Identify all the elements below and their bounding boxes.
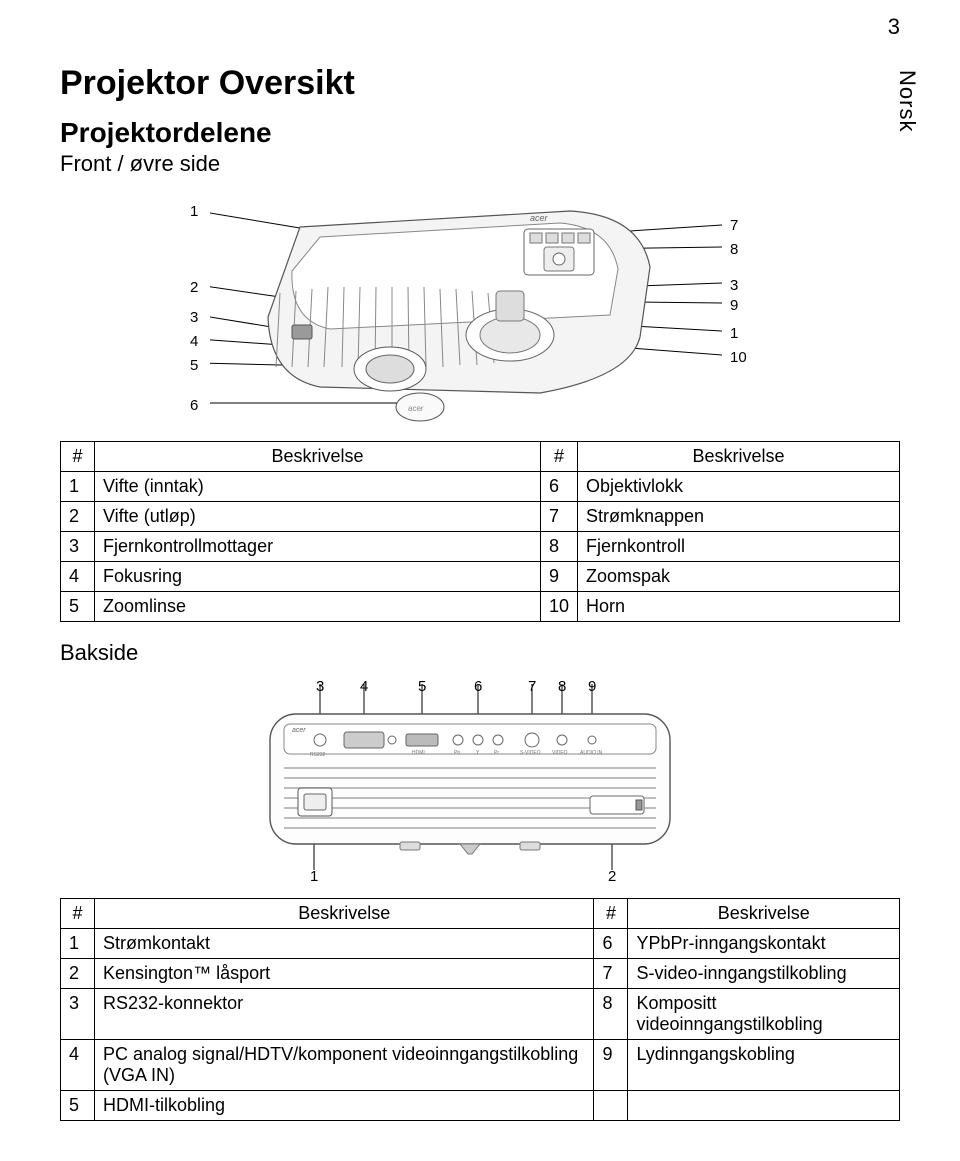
cell-num (594, 1091, 628, 1121)
cell-num: 2 (61, 502, 95, 532)
cell-num: 8 (540, 532, 577, 562)
rear-table: # Beskrivelse # Beskrivelse 1 Strømkonta… (60, 898, 900, 1121)
page-number: 3 (888, 14, 900, 40)
cell-text: S-video-inngangstilkobling (628, 959, 900, 989)
table-row: 3 RS232-konnektor 8 Kompositt videoinnga… (61, 989, 900, 1040)
cell-num: 7 (594, 959, 628, 989)
cell-text: Fjernkontrollmottager (95, 532, 541, 562)
svg-text:Pr: Pr (494, 750, 499, 756)
table-row: 3 Fjernkontrollmottager 8 Fjernkontroll (61, 532, 900, 562)
svg-text:S-VIDEO: S-VIDEO (520, 750, 541, 756)
svg-text:acer: acer (408, 404, 424, 413)
projector-rear-illustration: acer RS232 HDMI Pb Y Pr S-VIDEO VIDEO AU… (240, 684, 700, 884)
cell-num: 4 (61, 562, 95, 592)
svg-text:AUDIO IN: AUDIO IN (580, 750, 603, 756)
table-row: 1 Vifte (inntak) 6 Objektivlokk (61, 472, 900, 502)
cell-text: Fokusring (95, 562, 541, 592)
table-row: 4 PC analog signal/HDTV/komponent videoi… (61, 1040, 900, 1091)
cell-text: Strømkontakt (95, 929, 594, 959)
cell-text: Lydinngangskobling (628, 1040, 900, 1091)
table-row: 5 HDMI-tilkobling (61, 1091, 900, 1121)
cell-num: 9 (594, 1040, 628, 1091)
cell-text: Strømknappen (578, 502, 900, 532)
cell-num: 1 (61, 929, 95, 959)
cell-num: 6 (594, 929, 628, 959)
callout-1-left: 1 (190, 203, 198, 220)
cell-text: PC analog signal/HDTV/komponent videoinn… (95, 1040, 594, 1091)
cell-num: 3 (61, 532, 95, 562)
cell-text: Kompositt videoinngangstilkobling (628, 989, 900, 1040)
front-table: # Beskrivelse # Beskrivelse 1 Vifte (inn… (60, 441, 900, 622)
table-row: 2 Kensington™ låsport 7 S-video-inngangs… (61, 959, 900, 989)
cell-text: HDMI-tilkobling (95, 1091, 594, 1121)
cell-num: 4 (61, 1040, 95, 1091)
cell-num: 7 (540, 502, 577, 532)
cell-text: Vifte (inntak) (95, 472, 541, 502)
side-language-label: Norsk (894, 70, 920, 132)
svg-text:Pb: Pb (454, 750, 460, 756)
table1-head-desc-a: Beskrivelse (95, 442, 541, 472)
cell-num: 8 (594, 989, 628, 1040)
cell-text: YPbPr-inngangskontakt (628, 929, 900, 959)
callout-2-left: 2 (190, 279, 198, 296)
callout-6-left: 6 (190, 397, 198, 414)
cell-num: 3 (61, 989, 95, 1040)
projector-top-illustration: acer acer (210, 197, 750, 427)
rear-figure: 3 4 5 6 7 8 9 1 2 acer RS232 (60, 678, 880, 888)
page-title: Projektor Oversikt (60, 64, 900, 103)
cell-text: Vifte (utløp) (95, 502, 541, 532)
table-row: 5 Zoomlinse 10 Horn (61, 592, 900, 622)
cell-num: 2 (61, 959, 95, 989)
cell-text: Objektivlokk (578, 472, 900, 502)
rear-side-label: Bakside (60, 640, 900, 666)
svg-text:RS232: RS232 (310, 752, 326, 758)
table2-head-num-a: # (61, 899, 95, 929)
cell-text: Zoomlinse (95, 592, 541, 622)
callout-3-left: 3 (190, 309, 198, 326)
table1-head-num-b: # (540, 442, 577, 472)
table2-head-num-b: # (594, 899, 628, 929)
cell-num: 10 (540, 592, 577, 622)
section-subtitle: Projektordelene (60, 117, 900, 149)
cell-num: 6 (540, 472, 577, 502)
table2-head-desc-b: Beskrivelse (628, 899, 900, 929)
cell-text: Fjernkontroll (578, 532, 900, 562)
table1-head-desc-b: Beskrivelse (578, 442, 900, 472)
callout-4-left: 4 (190, 333, 198, 350)
cell-num: 1 (61, 472, 95, 502)
cell-text (628, 1091, 900, 1121)
table1-head-num-a: # (61, 442, 95, 472)
svg-text:acer: acer (530, 213, 549, 223)
front-figure: 1 2 3 4 5 6 7 8 3 9 1 10 (60, 193, 880, 433)
callout-5-left: 5 (190, 357, 198, 374)
cell-text: Kensington™ låsport (95, 959, 594, 989)
svg-text:HDMI: HDMI (412, 750, 425, 756)
table2-head-desc-a: Beskrivelse (95, 899, 594, 929)
cell-num: 5 (61, 592, 95, 622)
svg-text:acer: acer (292, 727, 306, 734)
cell-num: 5 (61, 1091, 95, 1121)
cell-text: Horn (578, 592, 900, 622)
table-row: 4 Fokusring 9 Zoomspak (61, 562, 900, 592)
cell-text: RS232-konnektor (95, 989, 594, 1040)
cell-text: Zoomspak (578, 562, 900, 592)
cell-num: 9 (540, 562, 577, 592)
table-row: 2 Vifte (utløp) 7 Strømknappen (61, 502, 900, 532)
table-row: 1 Strømkontakt 6 YPbPr-inngangskontakt (61, 929, 900, 959)
svg-text:VIDEO: VIDEO (552, 750, 568, 756)
front-side-label: Front / øvre side (60, 151, 900, 177)
